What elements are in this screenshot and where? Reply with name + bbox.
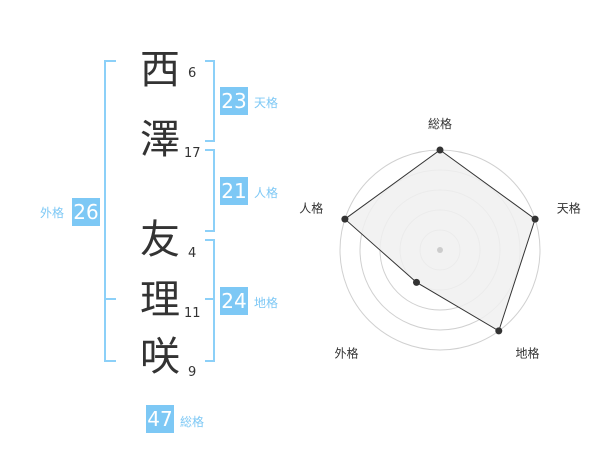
name-char-3: 友 (140, 217, 180, 263)
radar-point (341, 215, 349, 223)
gaikaku-bracket-tick (106, 298, 116, 300)
stroke-count-5: 9 (188, 365, 197, 380)
radar-area (344, 149, 536, 332)
radar-axis-label: 総格 (428, 116, 452, 131)
stroke-count-3: 4 (188, 246, 197, 261)
name-char-2: 澤 (140, 117, 180, 163)
stroke-count-1: 6 (188, 66, 197, 81)
gaikaku-label: 外格 (40, 206, 65, 220)
radar-axis-label: 天格 (557, 201, 581, 216)
radar-point (531, 215, 539, 223)
chikaku-bracket (205, 239, 215, 362)
tenkaku-value: 23 (220, 87, 248, 115)
radar-point (436, 146, 444, 154)
radar-center (437, 247, 443, 253)
radar-point (495, 327, 503, 335)
soukaku-value: 47 (146, 405, 174, 433)
name-char-1: 西 (140, 47, 180, 93)
name-char-4: 理 (140, 277, 180, 323)
stroke-count-4: 11 (184, 306, 201, 321)
stroke-count-2: 17 (184, 146, 201, 161)
chikaku-label: 地格 (254, 296, 279, 310)
tenkaku-label: 天格 (254, 96, 279, 110)
chikaku-value: 24 (220, 287, 248, 315)
jinkaku-bracket (205, 149, 215, 232)
name-char-5: 咲 (140, 334, 180, 380)
radar-point (412, 278, 420, 286)
jinkaku-value: 21 (220, 177, 248, 205)
radar-axis-label: 地格 (515, 345, 539, 360)
jinkaku-label: 人格 (254, 186, 279, 200)
gaikaku-value: 26 (72, 198, 100, 226)
tenkaku-bracket (205, 60, 215, 142)
soukaku-label: 総格 (180, 415, 205, 429)
radar-axis-label: 外格 (335, 345, 359, 360)
radar-axis-label: 人格 (299, 201, 323, 216)
gaikaku-bracket (104, 60, 116, 362)
chikaku-bracket-tick (205, 298, 215, 300)
